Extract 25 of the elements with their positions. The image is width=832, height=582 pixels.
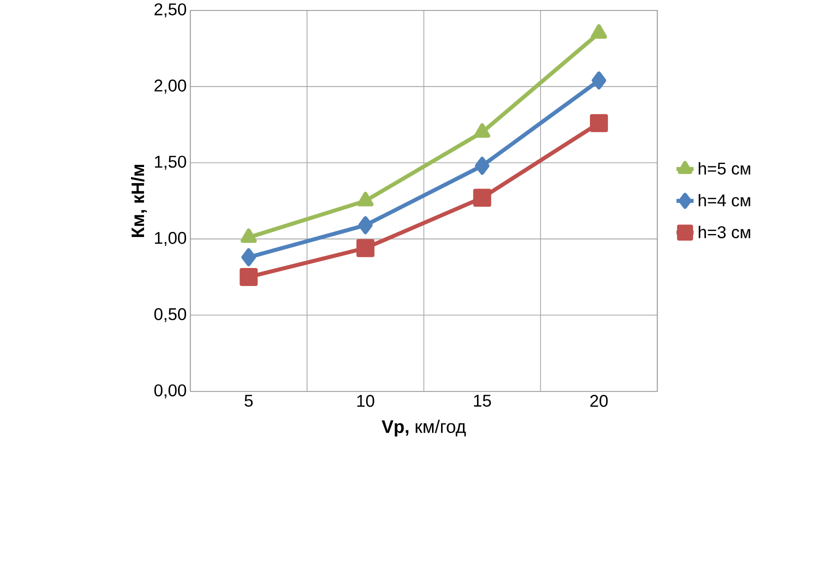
y-axis-title: Км, кН/м	[130, 164, 147, 238]
legend-label: h=5 см	[698, 162, 750, 175]
point	[241, 248, 256, 266]
point	[358, 216, 373, 234]
legend-label: h=3 см	[698, 226, 750, 238]
point	[474, 156, 490, 175]
y-tick-label: 1,50	[154, 156, 186, 170]
point	[590, 114, 608, 132]
y-tick-label: 2,00	[154, 80, 186, 94]
x-axis-title: Vp, км/год	[382, 420, 466, 437]
point	[590, 24, 607, 39]
x-tick-label: 10	[357, 394, 374, 407]
point	[473, 188, 492, 207]
y-tick-label: 1,00	[154, 232, 186, 246]
point	[474, 123, 490, 138]
point	[356, 239, 374, 258]
x-tick-label: 15	[474, 394, 491, 407]
y-tick-label: 2,50	[154, 3, 186, 18]
x-tick-label: 20	[590, 394, 608, 407]
y-tick-label: 0,50	[154, 308, 186, 322]
point	[240, 268, 258, 286]
x-tick-label: 5	[244, 394, 253, 407]
legend-label: h=4 см	[698, 194, 750, 207]
y-tick-label: 0,00	[154, 384, 186, 398]
point	[592, 72, 606, 90]
